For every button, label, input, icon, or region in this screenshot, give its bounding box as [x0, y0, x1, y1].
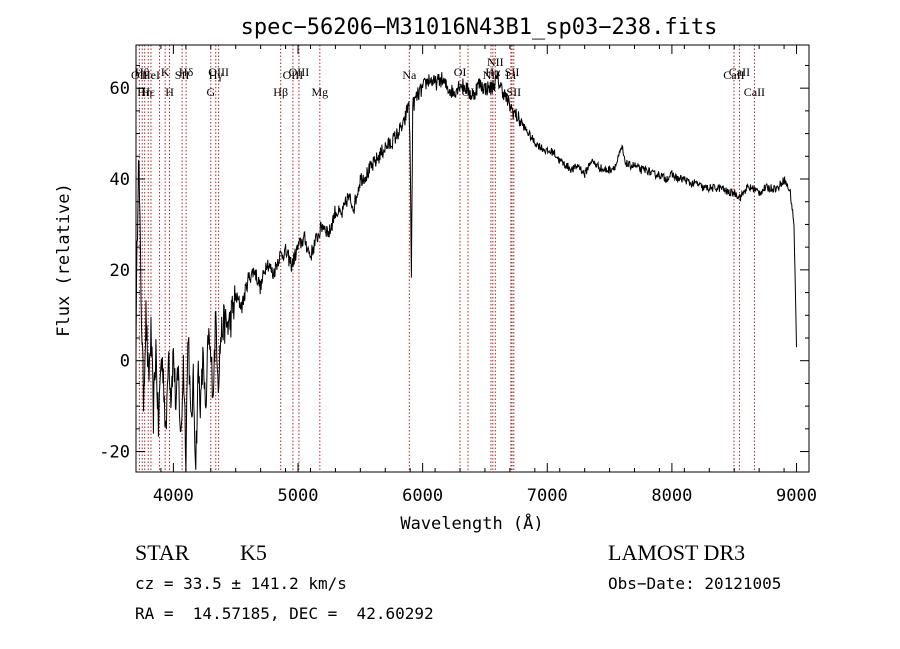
marker-label: HeI: [142, 68, 160, 82]
x-tick-label: 8000: [651, 486, 692, 506]
x-axis-label: Wavelength (Å): [400, 512, 543, 534]
chart-title: spec−56206−M31016N43B1_sp03−238.fits: [241, 15, 718, 40]
marker-label: Mg: [311, 85, 328, 99]
marker-label: SII: [506, 85, 521, 99]
x-tick-label: 7000: [527, 486, 568, 506]
plot-frame: [135, 44, 810, 473]
x-tick-label: 4000: [153, 486, 194, 506]
marker-label: Hγ: [209, 68, 224, 82]
star-class: STAR: [135, 540, 190, 565]
marker-label: OII: [131, 68, 148, 82]
marker-label: G: [206, 85, 215, 99]
star-subclass: K5: [240, 540, 267, 565]
marker-label: OIII: [283, 68, 304, 82]
marker-label: H: [165, 85, 174, 99]
marker-label: OI: [454, 65, 467, 79]
flux-series: [135, 72, 797, 472]
survey-name: LAMOST DR3: [608, 540, 746, 565]
y-tick-label: 60: [110, 79, 130, 99]
marker-label: CaII: [729, 65, 750, 79]
x-tick-label: 5000: [278, 486, 319, 506]
y-tick-label: 40: [110, 170, 130, 190]
marker-label: CaII: [744, 85, 765, 99]
axis-ticks: [135, 45, 810, 472]
x-tick-label: 9000: [776, 486, 817, 506]
y-tick-label: 0: [120, 352, 130, 372]
marker-label: Hθ: [135, 65, 150, 79]
axis-tick-labels: 4000 5000 6000 7000 8000 9000 -20 0 20 40 60: [99, 79, 817, 506]
redshift-readout: cz = 33.5 ± 141.2 km/s: [135, 574, 347, 593]
marker-label: SII: [505, 65, 520, 79]
marker-label: K: [161, 65, 170, 79]
marker-label: Hβ: [273, 85, 288, 99]
y-axis-label: Flux (relative): [54, 183, 74, 337]
x-tick-label: 6000: [402, 486, 443, 506]
marker-label: OIII: [289, 65, 310, 79]
y-tick-label: 20: [110, 261, 130, 281]
series-line-0: [135, 72, 797, 472]
marker-label: Hδ: [179, 65, 194, 79]
marker-label: Na: [402, 68, 417, 82]
marker-label: CaII: [723, 68, 744, 82]
marker-label: Hε: [141, 85, 155, 99]
obs-date: Obs−Date: 20121005: [608, 574, 782, 593]
marker-label: NII: [487, 55, 504, 69]
ra-dec-readout: RA = 14.57185, DEC = 42.60292: [135, 604, 434, 623]
marker-label: Li: [506, 68, 517, 82]
y-tick-label: -20: [99, 443, 130, 463]
marker-label: OIII: [208, 65, 229, 79]
marker-label: SII: [175, 68, 190, 82]
